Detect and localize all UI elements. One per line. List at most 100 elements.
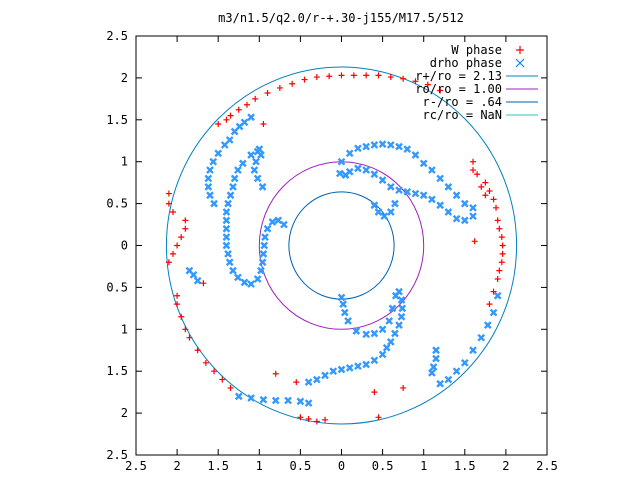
x-tick-label: 0 (338, 459, 345, 473)
w-phase-point (215, 120, 222, 127)
drho-phase-point (345, 363, 354, 372)
drho-phase-point (395, 321, 403, 329)
x-tick-label: 2.5 (125, 459, 147, 473)
drho-phase-point (339, 300, 347, 309)
w-phase-point (235, 106, 242, 113)
w-phase-point (165, 190, 172, 197)
drho-phase-point (257, 151, 265, 159)
drho-phase-point (263, 224, 272, 233)
drho-phase-point (258, 258, 267, 267)
drho-phase-point (352, 327, 361, 335)
drho-phase-point (337, 365, 346, 374)
drho-phase-point (329, 367, 338, 376)
drho-phase-point (378, 350, 387, 359)
drho-phase-point (222, 224, 231, 233)
w-phase-point (169, 250, 176, 257)
w-phase-point (375, 414, 382, 421)
drho-phase-point (204, 182, 213, 191)
w-phase-point (252, 95, 259, 102)
w-phase-point (260, 120, 267, 127)
w-phase-point (326, 73, 333, 80)
drho-phase-point (234, 273, 242, 282)
w-phase-point (400, 75, 407, 82)
drho-phase-point (428, 195, 436, 204)
drho-phase-point (222, 233, 231, 241)
drho-phase-point (385, 317, 394, 325)
drho-phase-point (432, 354, 440, 363)
circle-r-/ro = .64 (288, 191, 395, 300)
w-phase-point (498, 234, 505, 241)
legend-label: ro/ro = 1.00 (415, 82, 502, 96)
y-tick-label: 2 (121, 406, 128, 420)
drho-phase-point (229, 182, 237, 191)
drho-phase-point (247, 113, 255, 122)
drho-phase-point (250, 166, 259, 174)
drho-phase-point (240, 118, 249, 127)
drho-phase-point (226, 191, 235, 200)
w-phase-point (219, 376, 226, 383)
drho-phase-point (452, 191, 461, 200)
x-tick-label: 2 (502, 459, 509, 473)
x-tick-label: 2 (173, 459, 180, 473)
drho-phase-point (386, 208, 395, 216)
drho-phase-point (436, 379, 444, 388)
x-tick-label: 1.5 (207, 459, 229, 473)
w-phase-point (494, 217, 501, 224)
drho-phase-point (386, 141, 395, 149)
drho-phase-point (354, 144, 362, 153)
legend-marker-plus (516, 46, 524, 54)
drho-phase-point (386, 182, 395, 191)
drho-phase-point (344, 317, 352, 325)
w-phase-point (471, 238, 478, 245)
drho-phase-point (483, 321, 492, 329)
drho-phase-point (239, 159, 247, 168)
w-phase-point (490, 196, 497, 203)
w-phase-point (293, 379, 300, 386)
drho-phase-point (253, 275, 262, 283)
w-phase-point (186, 334, 193, 341)
drho-phase-point (444, 182, 453, 191)
y-tick-label: 0 (121, 239, 128, 253)
drho-phase-point (395, 186, 403, 195)
drho-phase-point (477, 333, 486, 342)
drho-phase-point (460, 216, 469, 225)
w-phase-point (305, 415, 312, 422)
drho-phase-point (304, 378, 313, 386)
y-tick-label: 1 (121, 155, 128, 169)
w-phase-point (276, 84, 283, 91)
drho-phase-point (257, 266, 265, 275)
w-phase-point (174, 292, 181, 299)
legend-marker-cross (515, 58, 525, 68)
drho-phase-point (391, 291, 400, 300)
drho-phase-point (280, 220, 288, 229)
drho-phase-point (429, 363, 438, 371)
w-phase-point (387, 74, 394, 81)
drho-phase-point (388, 304, 397, 313)
drho-phase-point (214, 149, 223, 158)
drho-phase-point (260, 241, 269, 250)
y-tick-label: 1.5 (106, 113, 128, 127)
w-phase-point (474, 171, 481, 178)
drho-phase-point (469, 212, 477, 221)
x-tick-label: 2.5 (536, 459, 558, 473)
w-phase-point (165, 259, 172, 266)
chart-title: m3/n1.5/q2.0/r-+.30-j155/M17.5/512 (218, 11, 464, 25)
w-phase-point (182, 225, 189, 232)
w-phase-point (499, 242, 506, 249)
drho-phase-point (247, 394, 255, 402)
w-phase-point (371, 389, 378, 396)
drho-phase-point (206, 166, 214, 174)
y-tick-label: 0.5 (106, 280, 128, 294)
drho-phase-point (378, 176, 387, 184)
drho-phase-point (247, 151, 255, 159)
w-phase-point (496, 267, 503, 274)
drho-phase-point (419, 159, 428, 168)
w-phase-point (363, 72, 370, 79)
drho-phase-point (336, 169, 344, 178)
drho-phase-point (255, 145, 264, 153)
w-phase-point (194, 347, 201, 354)
drho-phase-point (259, 395, 268, 404)
w-phase-point (490, 288, 497, 295)
drho-phase-point (340, 308, 349, 317)
